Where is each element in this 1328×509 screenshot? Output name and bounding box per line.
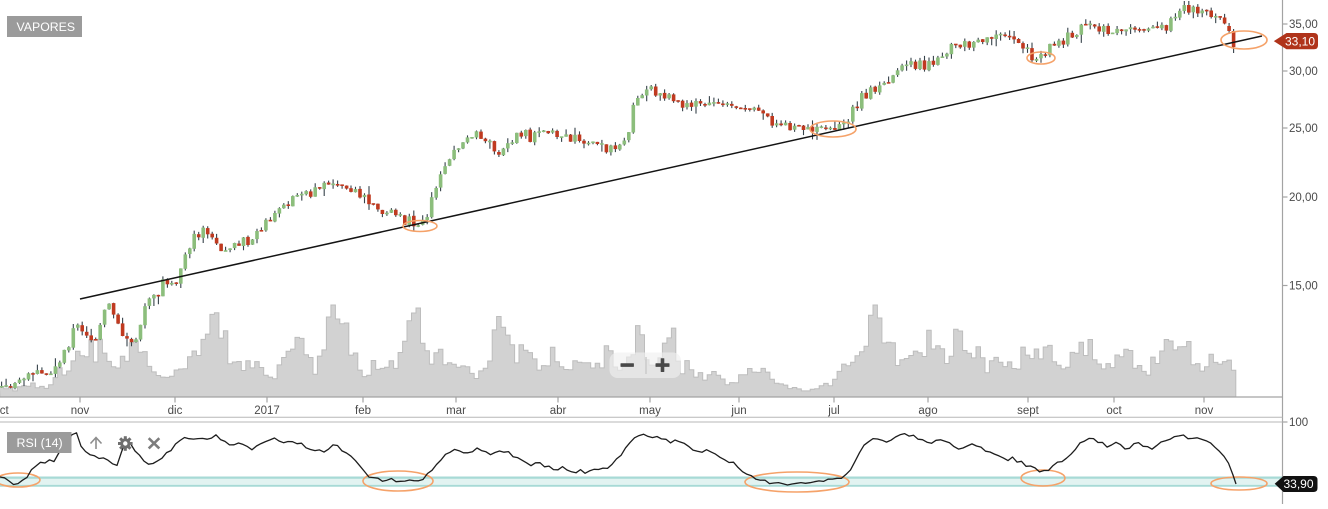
svg-text:15,00: 15,00 — [1289, 281, 1318, 293]
svg-text:25,00: 25,00 — [1289, 123, 1318, 135]
svg-text:dic: dic — [168, 405, 183, 417]
svg-text:oct: oct — [0, 405, 9, 417]
svg-text:jul: jul — [827, 405, 840, 417]
svg-text:100: 100 — [1289, 417, 1308, 429]
svg-text:oct: oct — [1106, 405, 1122, 417]
svg-text:abr: abr — [550, 405, 567, 417]
svg-text:sept: sept — [1017, 405, 1040, 417]
svg-text:may: may — [639, 405, 661, 417]
svg-text:33,10: 33,10 — [1285, 34, 1315, 48]
svg-text:mar: mar — [446, 405, 466, 417]
svg-text:20,00: 20,00 — [1289, 192, 1318, 204]
svg-text:35,00: 35,00 — [1289, 19, 1318, 31]
svg-text:33,90: 33,90 — [1283, 477, 1313, 491]
svg-text:ago: ago — [918, 405, 937, 417]
svg-text:VAPORES: VAPORES — [17, 20, 76, 34]
svg-text:30,00: 30,00 — [1289, 66, 1318, 78]
svg-text:nov: nov — [1195, 405, 1214, 417]
svg-text:RSI (14): RSI (14) — [17, 436, 63, 450]
svg-text:2017: 2017 — [254, 405, 280, 417]
svg-text:nov: nov — [71, 405, 90, 417]
svg-text:jun: jun — [730, 405, 746, 417]
svg-text:feb: feb — [355, 405, 371, 417]
